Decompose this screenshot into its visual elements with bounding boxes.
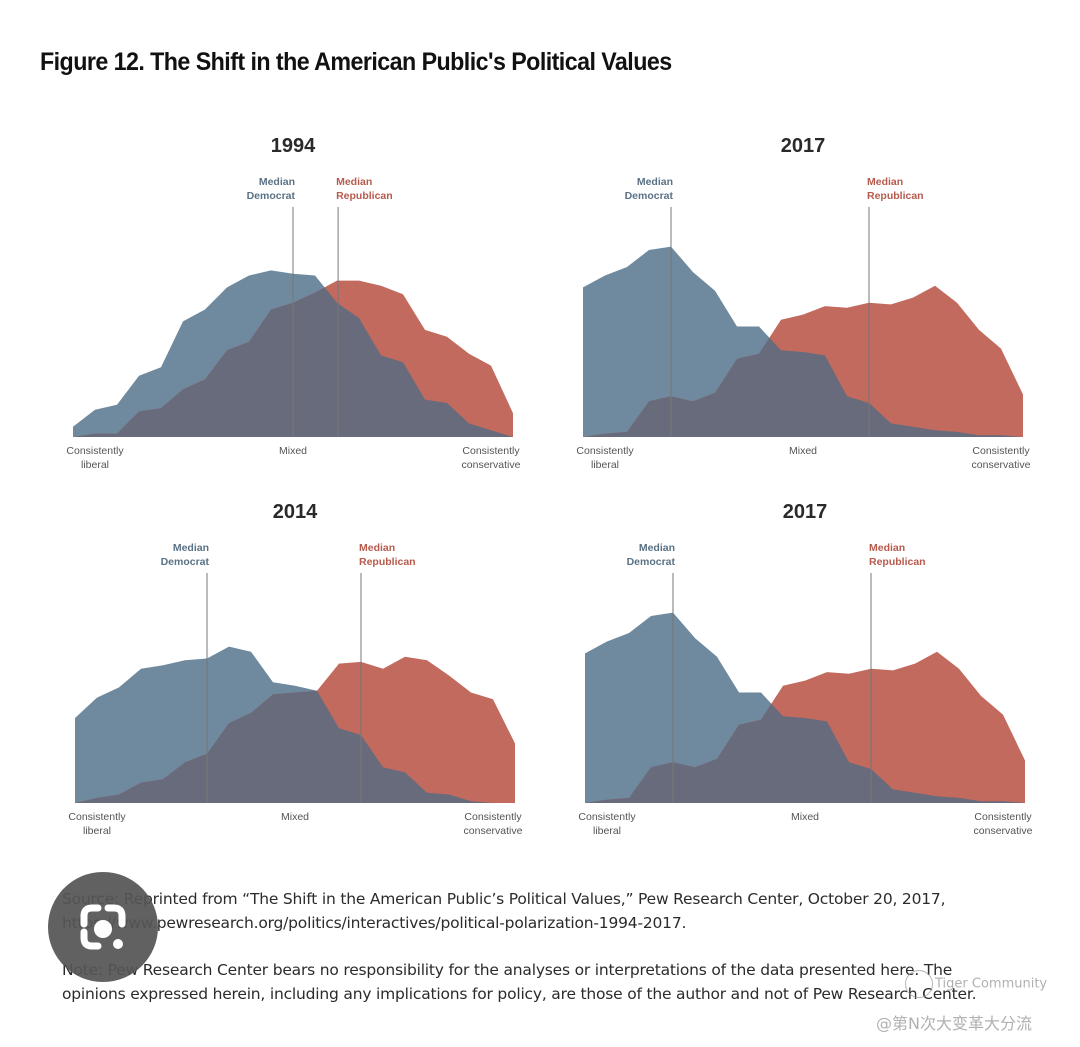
chart-panel-2017-3: 2017 Median Democrat Median Republican Consis… bbox=[578, 501, 1032, 837]
charts-container: 1994 Median Democrat Median Republican Consis… bbox=[66, 135, 1032, 837]
median-democrat-label: Median Democrat bbox=[247, 176, 296, 202]
x-label-liberal: Consistently liberal bbox=[66, 445, 124, 471]
democrat-area bbox=[583, 246, 1023, 437]
median-republican-label: Median Republican bbox=[359, 542, 416, 568]
source-line-1: Source: Reprinted from “The Shift in the… bbox=[62, 890, 946, 908]
democrat-area bbox=[585, 612, 1025, 803]
median-democrat-label: Median Democrat bbox=[161, 542, 210, 568]
x-label-mixed: Mixed bbox=[279, 445, 307, 457]
median-democrat-label: Median Democrat bbox=[625, 176, 674, 202]
chart-title: 2017 bbox=[783, 501, 828, 523]
median-republican-label: Median Republican bbox=[336, 176, 393, 202]
source-url[interactable]: https://www.pewresearch.org/politics/int… bbox=[62, 914, 687, 932]
chart-panel-2014-2: 2014 Median Democrat Median Republican Consis… bbox=[68, 501, 522, 837]
x-label-liberal: Consistently liberal bbox=[68, 811, 126, 837]
watermark-user: @第N次大变革大分流 bbox=[876, 1014, 1032, 1033]
x-label-mixed: Mixed bbox=[281, 811, 309, 823]
x-label-mixed: Mixed bbox=[789, 445, 817, 457]
x-label-mixed: Mixed bbox=[791, 811, 819, 823]
median-democrat-label: Median Democrat bbox=[627, 542, 676, 568]
note-line-1: Note: Pew Research Center bears no respo… bbox=[62, 961, 953, 979]
figure-title: Figure 12. The Shift in the American Pub… bbox=[40, 48, 672, 76]
median-republican-label: Median Republican bbox=[869, 542, 926, 568]
chart-title: 2017 bbox=[781, 135, 826, 157]
x-label-liberal: Consistently liberal bbox=[578, 811, 636, 837]
lens-search-button[interactable] bbox=[48, 872, 158, 982]
chart-title: 2014 bbox=[273, 501, 318, 523]
note-line-2: opinions expressed herein, including any… bbox=[62, 985, 977, 1003]
chart-title: 1994 bbox=[271, 135, 316, 157]
watermark-brand: Tiger Community bbox=[905, 970, 1047, 998]
x-label-conservative: Consistently conservative bbox=[972, 445, 1031, 471]
median-republican-label: Median Republican bbox=[867, 176, 924, 202]
x-label-conservative: Consistently conservative bbox=[462, 445, 521, 471]
x-label-liberal: Consistently liberal bbox=[576, 445, 634, 471]
tiger-logo-icon bbox=[905, 970, 933, 998]
chart-panel-1994-0: 1994 Median Democrat Median Republican Consis… bbox=[66, 135, 520, 471]
x-label-conservative: Consistently conservative bbox=[974, 811, 1033, 837]
lens-search-icon bbox=[80, 904, 126, 950]
x-label-conservative: Consistently conservative bbox=[464, 811, 523, 837]
chart-panel-2017-1: 2017 Median Democrat Median Republican Consis… bbox=[576, 135, 1030, 471]
